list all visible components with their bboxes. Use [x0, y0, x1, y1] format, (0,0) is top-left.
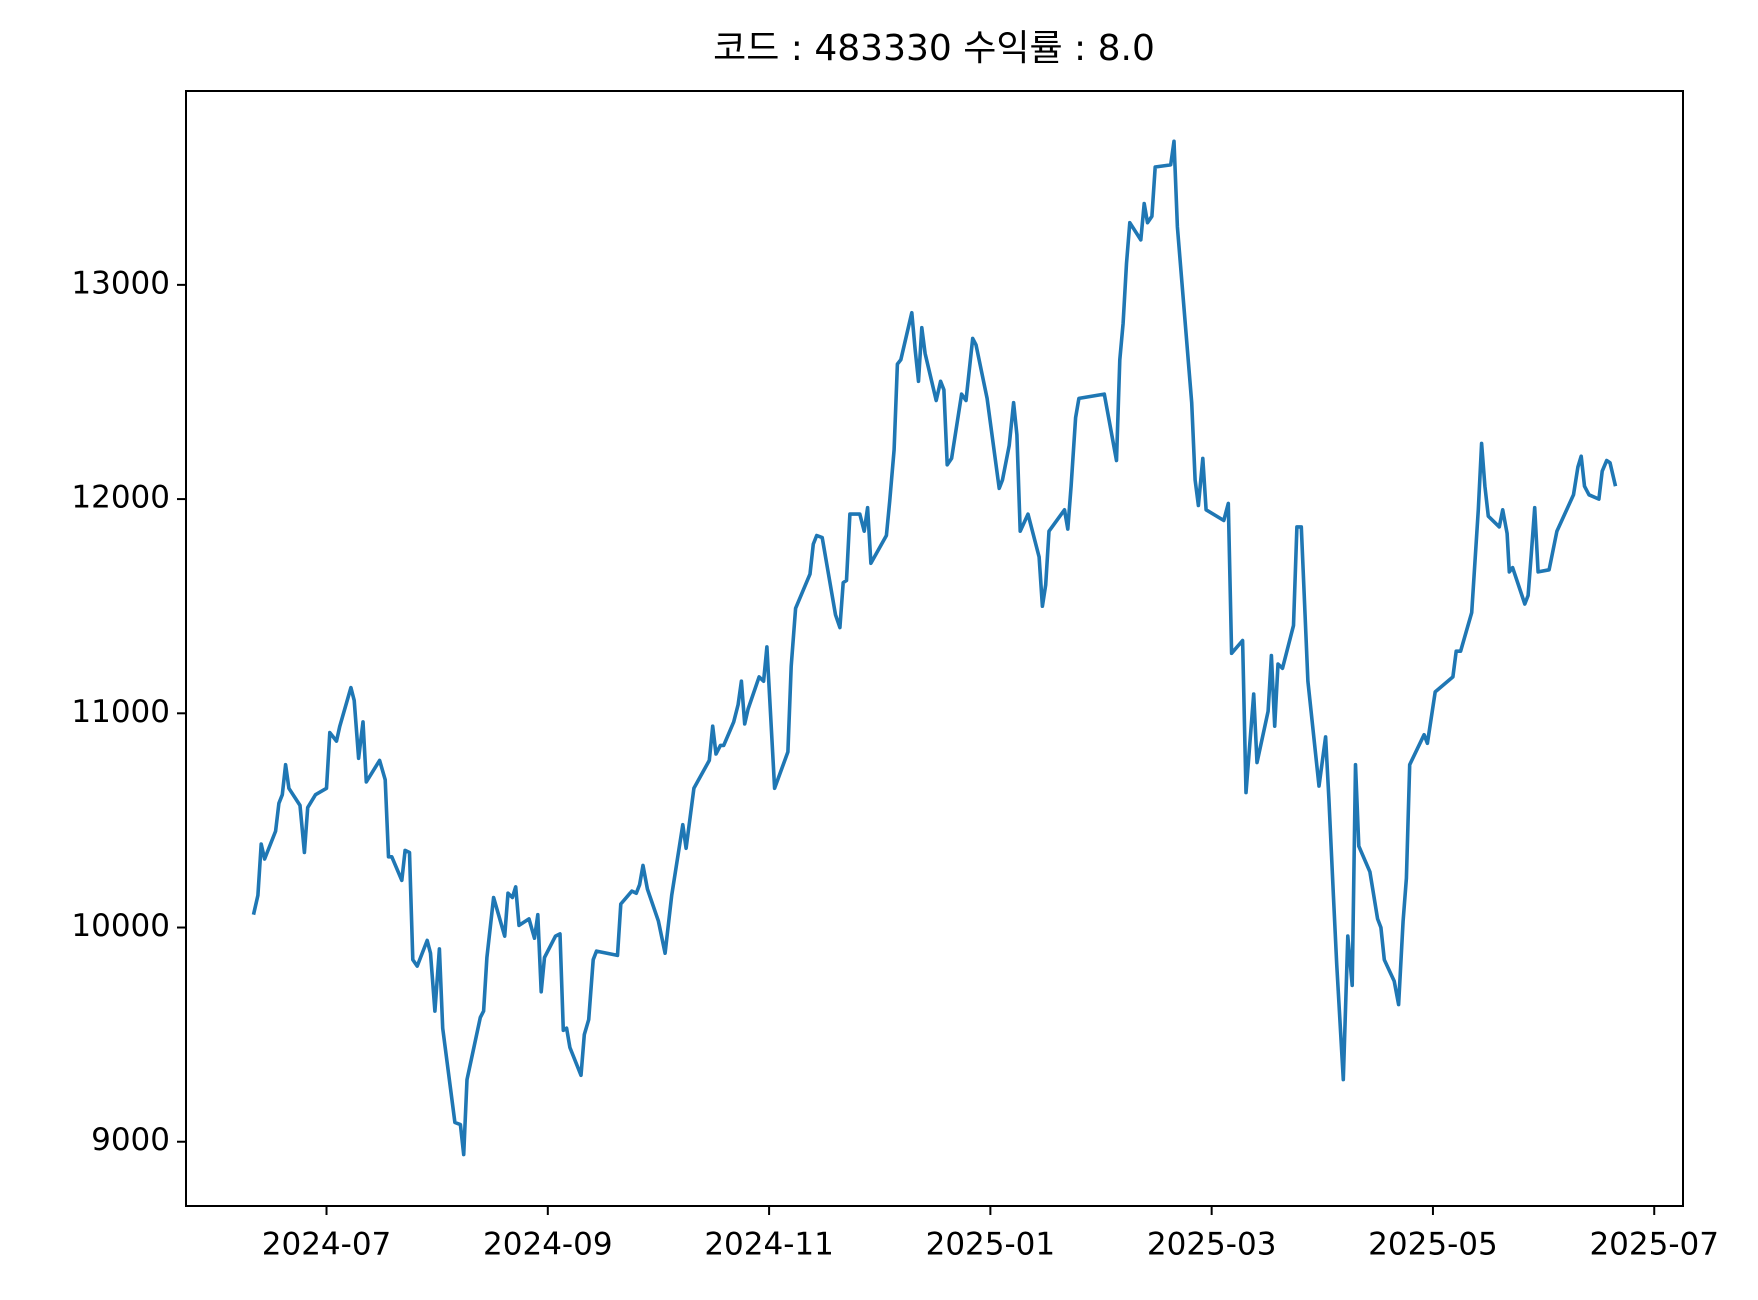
x-tick-label: 2025-07 [1589, 1227, 1719, 1263]
x-tick-label: 2025-03 [1147, 1227, 1277, 1263]
chart-title: 코드 : 483330 수익률 : 8.0 [713, 28, 1155, 69]
x-tick-label: 2025-05 [1368, 1227, 1498, 1263]
x-tick-label: 2024-09 [483, 1227, 613, 1263]
y-tick-label: 13000 [71, 265, 170, 301]
y-tick-label: 9000 [91, 1122, 170, 1158]
line-series [251, 139, 1618, 1157]
x-tick-label: 2024-07 [262, 1227, 392, 1263]
y-tick-label: 10000 [71, 908, 170, 944]
y-tick-label: 11000 [71, 694, 170, 730]
x-tick-label: 2025-01 [926, 1227, 1056, 1263]
plot-frame [185, 90, 1684, 1207]
y-tick-label: 12000 [71, 480, 170, 516]
x-tick-label: 2024-11 [704, 1227, 834, 1263]
